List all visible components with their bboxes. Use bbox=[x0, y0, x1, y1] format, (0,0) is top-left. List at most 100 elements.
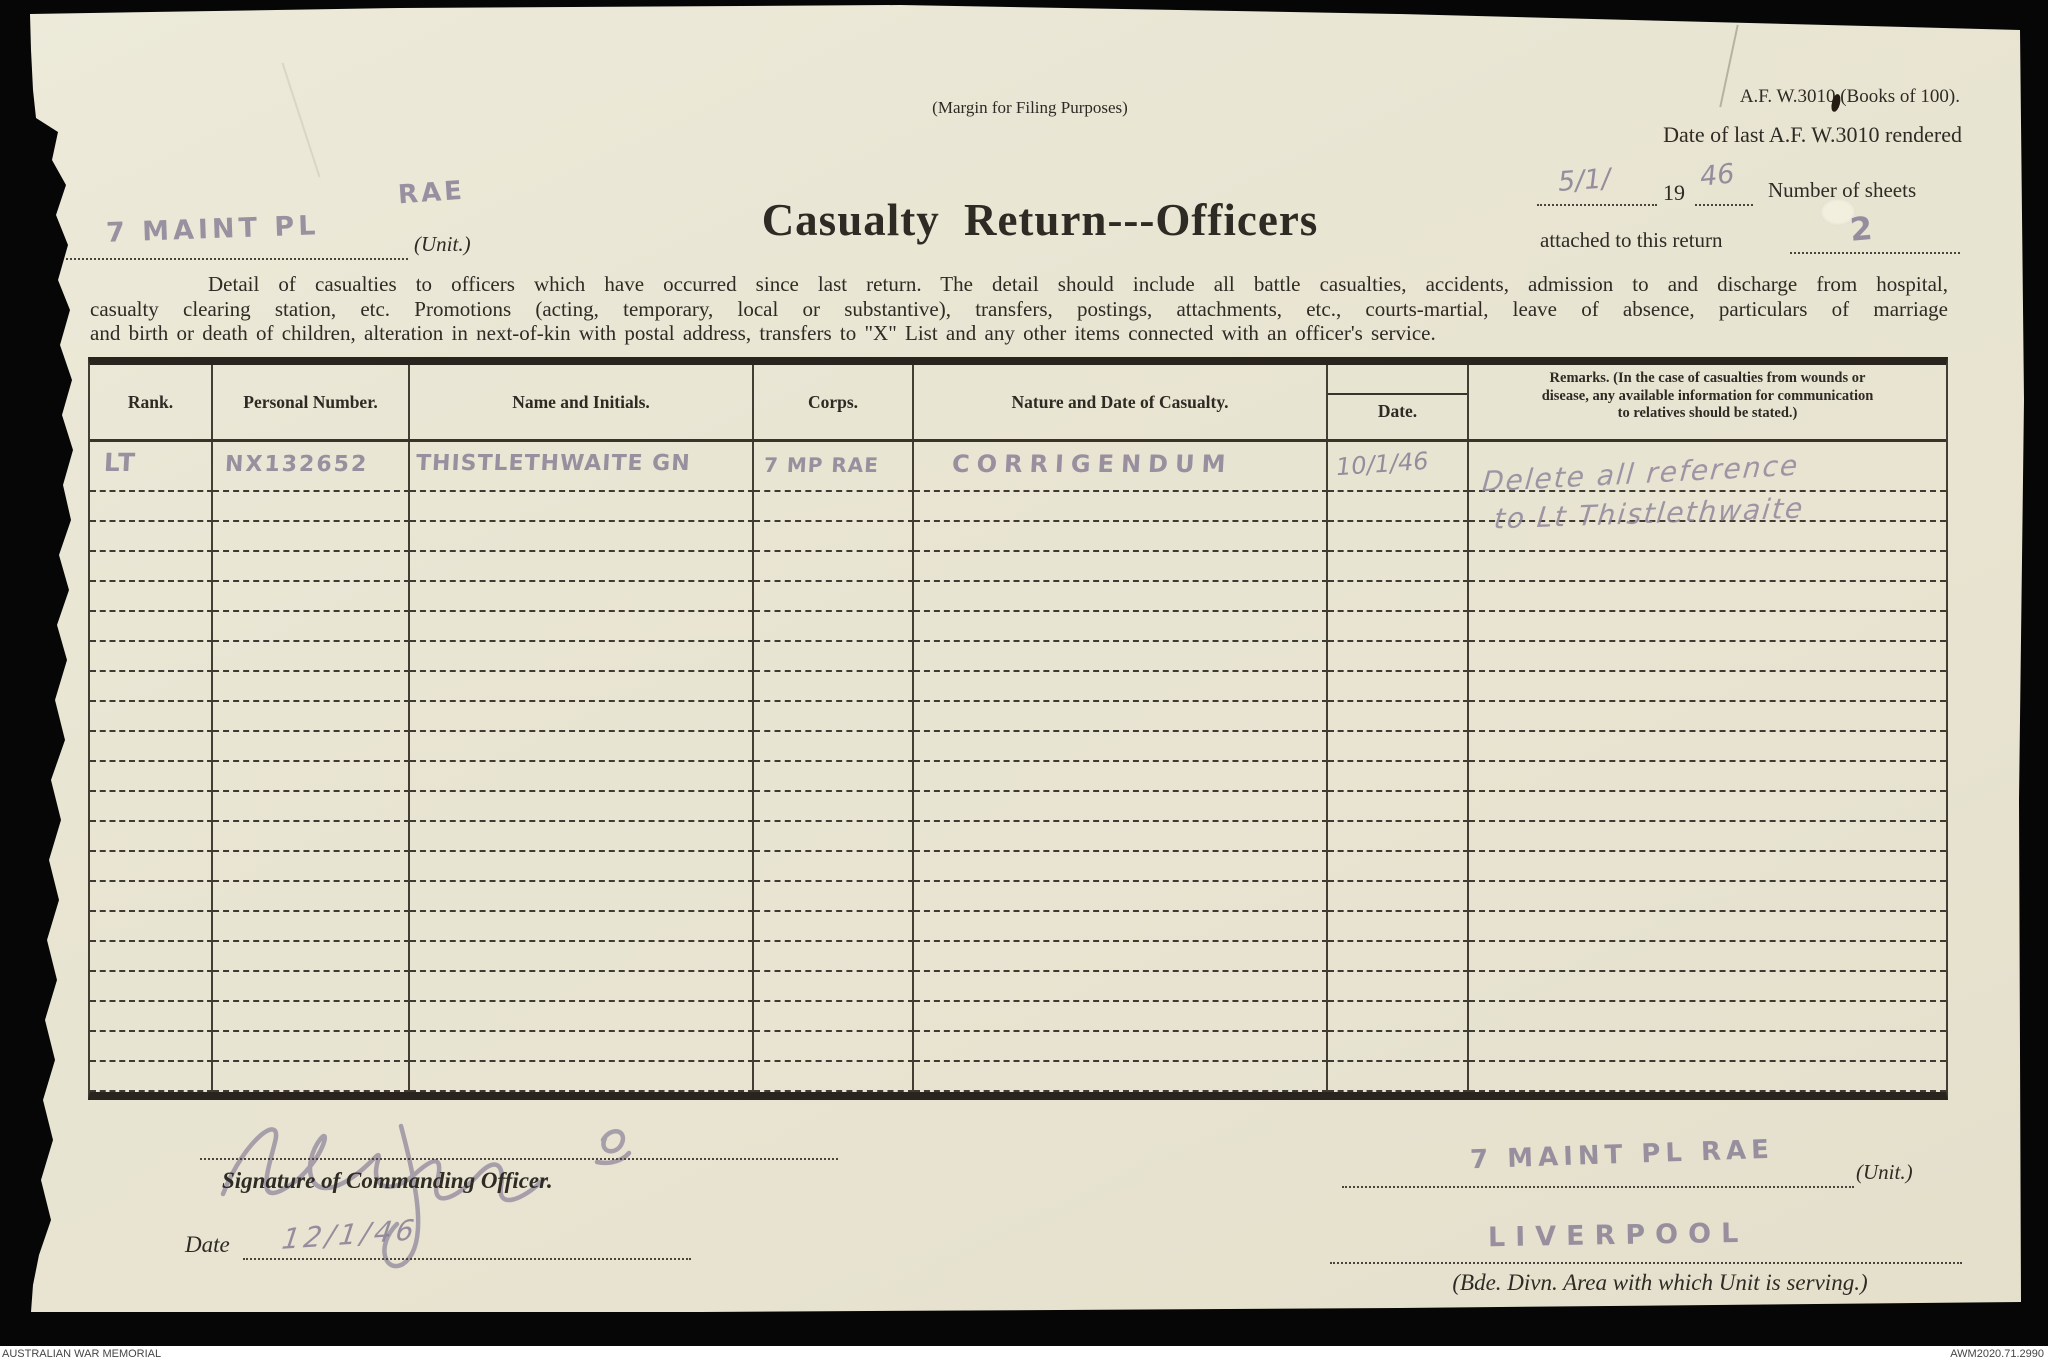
entry-personal-number: NX132652 bbox=[224, 452, 369, 477]
table-cell bbox=[754, 942, 914, 972]
table-row bbox=[90, 912, 1946, 942]
table-cell bbox=[90, 792, 213, 822]
table-cell bbox=[1328, 1062, 1469, 1092]
table-cell bbox=[1328, 852, 1469, 882]
table-cell bbox=[754, 582, 914, 612]
table-cell bbox=[1469, 882, 1946, 912]
header-rank: Rank. bbox=[90, 365, 213, 439]
table-cell bbox=[1469, 792, 1946, 822]
table-cell bbox=[754, 762, 914, 792]
table-cell bbox=[213, 912, 410, 942]
table-cell bbox=[213, 642, 410, 672]
table-cell bbox=[754, 882, 914, 912]
table-cell bbox=[90, 822, 213, 852]
unit-bottom-fill-line bbox=[1342, 1186, 1854, 1188]
table-cell bbox=[1469, 582, 1946, 612]
table-cell bbox=[90, 1032, 213, 1062]
table-cell bbox=[90, 882, 213, 912]
table-cell bbox=[914, 882, 1328, 912]
header-personal-number: Personal Number. bbox=[213, 365, 410, 439]
table-row bbox=[90, 702, 1946, 732]
table-cell bbox=[213, 852, 410, 882]
table-cell bbox=[410, 492, 754, 522]
table-cell bbox=[213, 822, 410, 852]
archive-footer-right: AWM2020.71.2990 bbox=[1950, 1348, 2044, 1360]
table-cell bbox=[410, 732, 754, 762]
table-cell bbox=[90, 672, 213, 702]
table-cell bbox=[410, 1002, 754, 1032]
table-cell bbox=[1328, 492, 1469, 522]
table-row bbox=[90, 942, 1946, 972]
margin-filing-note: (Margin for Filing Purposes) bbox=[932, 98, 1128, 117]
table-cell bbox=[754, 492, 914, 522]
table-row bbox=[90, 882, 1946, 912]
entry-corps: 7 MP RAE bbox=[763, 453, 880, 477]
table-cell bbox=[213, 492, 410, 522]
table-cell bbox=[90, 972, 213, 1002]
table-cell bbox=[914, 852, 1328, 882]
table-header-row: Rank. Personal Number. Name and Initials… bbox=[90, 365, 1946, 442]
table-cell bbox=[90, 702, 213, 732]
header-name-initials: Name and Initials. bbox=[410, 365, 754, 439]
handwritten-year: 46 bbox=[1698, 158, 1736, 193]
table-cell bbox=[1328, 522, 1469, 552]
table-cell bbox=[1469, 1032, 1946, 1062]
table-cell bbox=[90, 492, 213, 522]
table-cell bbox=[754, 852, 914, 882]
table-cell bbox=[914, 822, 1328, 852]
table-cell bbox=[754, 672, 914, 702]
instructions-paragraph: Detail of casualties to officers which h… bbox=[90, 272, 1948, 346]
header-corps: Corps. bbox=[754, 365, 914, 439]
table-cell bbox=[914, 702, 1328, 732]
table-cell bbox=[1469, 852, 1946, 882]
table-cell bbox=[1469, 972, 1946, 1002]
header-nature-date: Nature and Date of Casualty. bbox=[914, 365, 1328, 439]
paper-damage-patch bbox=[1820, 198, 1856, 226]
table-cell bbox=[1469, 1062, 1946, 1092]
handwritten-date-last-rendered: 5/1/ bbox=[1556, 163, 1612, 198]
table-cell bbox=[1328, 582, 1469, 612]
date-subheader-line bbox=[1328, 393, 1467, 395]
table-cell bbox=[914, 492, 1328, 522]
table-cell bbox=[90, 612, 213, 642]
table-cell bbox=[1328, 1002, 1469, 1032]
table-cell bbox=[1469, 942, 1946, 972]
table-cell bbox=[410, 642, 754, 672]
table-cell bbox=[914, 1062, 1328, 1092]
table-cell bbox=[754, 822, 914, 852]
table-cell bbox=[90, 852, 213, 882]
header-remarks-text: Remarks. (In the case of casualties from… bbox=[1541, 370, 1874, 421]
table-row bbox=[90, 552, 1946, 582]
table-cell bbox=[754, 792, 914, 822]
table-cell bbox=[914, 942, 1328, 972]
table-cell bbox=[1469, 672, 1946, 702]
table-cell bbox=[754, 1062, 914, 1092]
header-date-label: Date. bbox=[1377, 401, 1418, 421]
table-cell bbox=[914, 522, 1328, 552]
table-cell bbox=[90, 552, 213, 582]
entry-rank: LT bbox=[103, 448, 138, 477]
signature-label: Signature of Commanding Officer. bbox=[222, 1168, 553, 1193]
table-cell bbox=[914, 792, 1328, 822]
instructions-line: Detail of casualties to officers which h… bbox=[208, 272, 1948, 296]
table-cell bbox=[914, 762, 1328, 792]
table-row bbox=[90, 612, 1946, 642]
table-cell bbox=[1469, 642, 1946, 672]
form-title: Casualty Return---Officers bbox=[761, 195, 1319, 245]
table-row bbox=[90, 822, 1946, 852]
table-cell bbox=[213, 1032, 410, 1062]
table-cell bbox=[914, 552, 1328, 582]
table-cell bbox=[410, 702, 754, 732]
unit-label: (Unit.) bbox=[414, 232, 471, 256]
table-cell bbox=[90, 1002, 213, 1032]
sheets-label-2: attached to this return bbox=[1540, 228, 1723, 252]
table-cell bbox=[213, 942, 410, 972]
table-cell bbox=[754, 1002, 914, 1032]
table-cell bbox=[1328, 762, 1469, 792]
date-fill-line bbox=[243, 1258, 691, 1260]
table-cell bbox=[914, 972, 1328, 1002]
table-cell bbox=[754, 552, 914, 582]
table-cell bbox=[213, 792, 410, 822]
table-cell bbox=[410, 882, 754, 912]
table-cell bbox=[1469, 612, 1946, 642]
